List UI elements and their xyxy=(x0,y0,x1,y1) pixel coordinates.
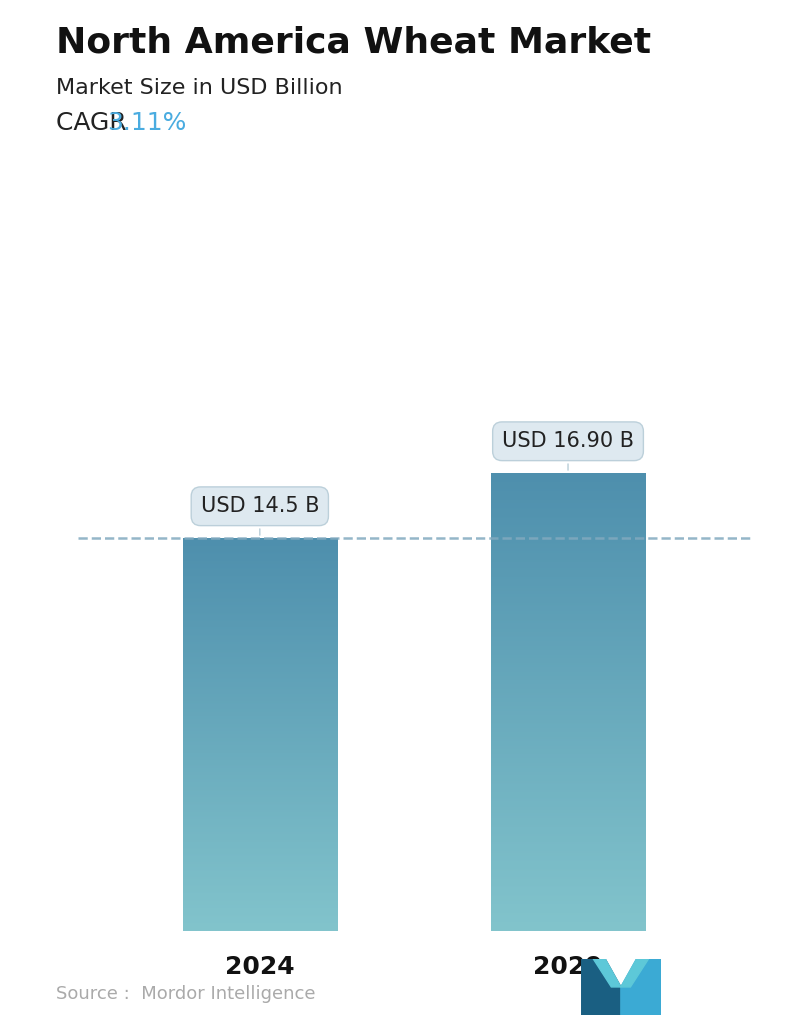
Text: Source :  Mordor Intelligence: Source : Mordor Intelligence xyxy=(56,985,315,1003)
Polygon shape xyxy=(593,959,621,986)
Text: North America Wheat Market: North America Wheat Market xyxy=(56,26,651,60)
Text: CAGR: CAGR xyxy=(56,111,135,134)
Polygon shape xyxy=(581,959,621,1015)
Text: USD 16.90 B: USD 16.90 B xyxy=(502,431,634,470)
Text: Market Size in USD Billion: Market Size in USD Billion xyxy=(56,78,342,97)
Polygon shape xyxy=(621,959,661,1015)
Text: USD 14.5 B: USD 14.5 B xyxy=(201,496,319,536)
Text: 3.11%: 3.11% xyxy=(107,111,187,134)
Polygon shape xyxy=(621,959,649,986)
